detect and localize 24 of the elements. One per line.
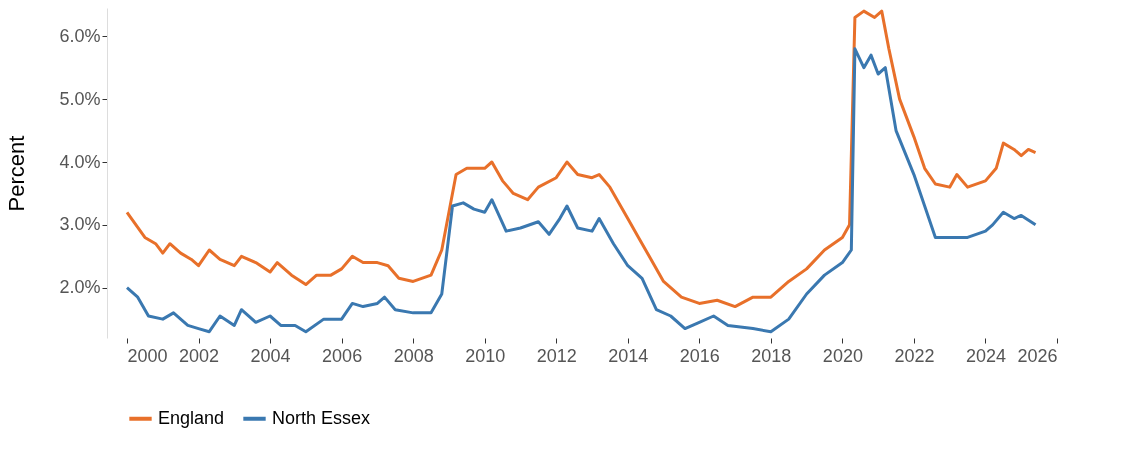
x-tick-label: 2012 (536, 345, 577, 366)
y-tick-label: 6.0% (59, 25, 101, 46)
y-tick-label: 3.0% (59, 214, 101, 235)
x-tick-label: 2018 (751, 345, 792, 366)
legend-label: North Essex (272, 407, 371, 428)
x-tick-label: 2020 (822, 345, 863, 366)
x-tick-label: 2008 (393, 345, 434, 366)
y-tick-label: 2.0% (59, 277, 101, 298)
legend-label: England (158, 407, 225, 428)
x-tick-label: 2022 (894, 345, 935, 366)
x-tick-label: 2026 (1017, 345, 1058, 366)
line-series (125, 9, 1038, 309)
y-tick-label: 4.0% (59, 151, 101, 172)
line-series (125, 47, 1038, 334)
y-tick-label: 5.0% (59, 88, 101, 109)
x-tick-label: 2014 (608, 345, 649, 366)
x-tick-label: 2024 (965, 345, 1006, 366)
x-tick-label: 2004 (250, 345, 291, 366)
x-tick-label: 2006 (322, 345, 363, 366)
x-tick-label: 2000 (127, 345, 168, 366)
y-axis-title: Percent (4, 135, 30, 212)
x-tick-label: 2002 (179, 345, 220, 366)
x-tick-label: 2010 (465, 345, 506, 366)
x-tick-label: 2016 (679, 345, 720, 366)
